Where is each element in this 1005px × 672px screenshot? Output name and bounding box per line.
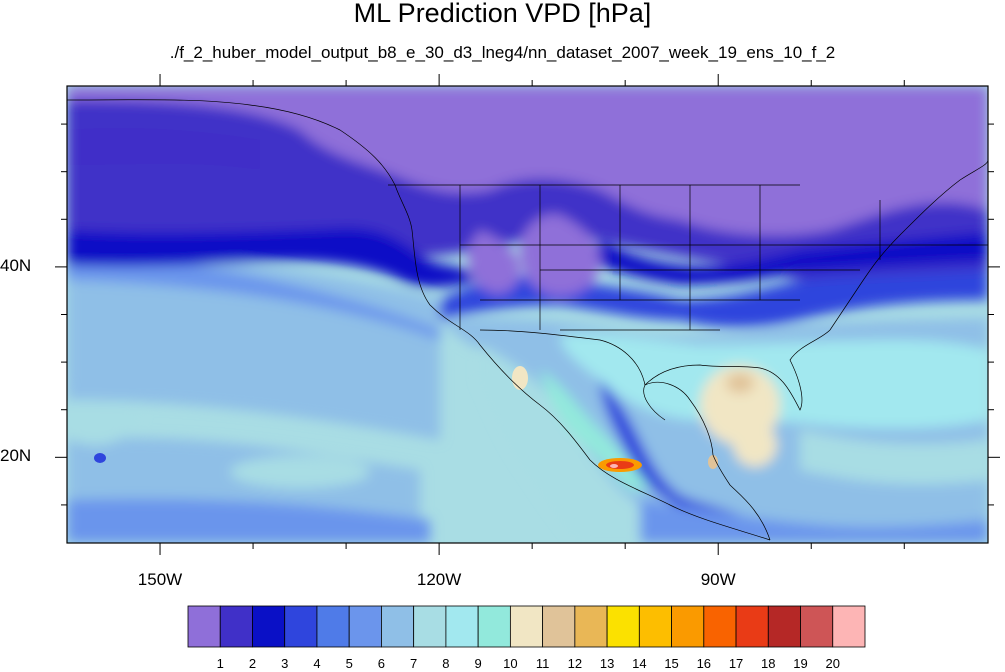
colorbar-swatch bbox=[477, 605, 511, 648]
colorbar-swatch bbox=[832, 605, 866, 648]
colorbar-swatch bbox=[252, 605, 286, 648]
colorbar-swatch bbox=[574, 605, 608, 648]
colorbar-label: 5 bbox=[345, 656, 353, 671]
colorbar-swatch bbox=[703, 605, 737, 648]
colorbar-swatch bbox=[735, 605, 769, 648]
colorbar-label: 7 bbox=[410, 656, 418, 671]
colorbar-swatch bbox=[187, 605, 221, 648]
colorbar-label: 8 bbox=[442, 656, 450, 671]
colorbar-label: 16 bbox=[696, 656, 712, 671]
colorbar-swatch bbox=[413, 605, 447, 648]
colorbar-label: 12 bbox=[567, 656, 583, 671]
colorbar-label: 19 bbox=[793, 656, 808, 671]
lon-tick-label: 120W bbox=[416, 570, 462, 589]
colorbar-label: 20 bbox=[825, 656, 840, 671]
colorbar-label: 9 bbox=[474, 656, 482, 671]
lon-tick-label: 150W bbox=[137, 570, 183, 589]
colorbar-swatch bbox=[509, 605, 544, 648]
map-subtitle: ./f_2_huber_model_output_b8_e_30_d3_lneg… bbox=[169, 43, 836, 62]
colorbar-label: 6 bbox=[377, 656, 386, 671]
colorbar-swatch bbox=[219, 605, 253, 648]
colorbar-swatch bbox=[767, 605, 801, 648]
colorbar-swatch bbox=[542, 605, 576, 648]
colorbar-swatch bbox=[606, 605, 640, 648]
colorbar-label: 1 bbox=[216, 656, 224, 671]
colorbar-label: 17 bbox=[728, 656, 744, 671]
colorbar-label: 3 bbox=[281, 656, 289, 671]
colorbar-label: 15 bbox=[664, 656, 679, 671]
colorbar-swatch bbox=[316, 605, 350, 648]
colorbar-swatch bbox=[671, 605, 705, 648]
colorbar-label: 4 bbox=[313, 656, 321, 671]
lat-tick-label: 40N bbox=[0, 255, 32, 275]
colorbar-swatch bbox=[445, 605, 479, 648]
lat-tick-label: 20N bbox=[0, 446, 32, 466]
colorbar-swatch bbox=[348, 605, 382, 648]
map-title: ML Prediction VPD [hPa] bbox=[353, 0, 652, 28]
colorbar-label: 10 bbox=[503, 656, 518, 671]
colorbar-swatch bbox=[800, 605, 834, 648]
colorbar-label: 11 bbox=[535, 656, 550, 671]
lon-tick-label: 90W bbox=[700, 570, 736, 589]
colorbar-swatch bbox=[381, 605, 415, 648]
colorbar bbox=[187, 605, 866, 648]
colorbar-label: 2 bbox=[248, 656, 257, 671]
vpd-field bbox=[67, 86, 988, 543]
colorbar-label: 13 bbox=[599, 656, 615, 671]
colorbar-label: 18 bbox=[761, 656, 776, 671]
colorbar-swatch bbox=[638, 605, 672, 648]
colorbar-label: 14 bbox=[632, 656, 647, 671]
coastlines bbox=[67, 99, 988, 541]
colorbar-swatch bbox=[284, 605, 318, 648]
hotspot bbox=[94, 366, 718, 472]
